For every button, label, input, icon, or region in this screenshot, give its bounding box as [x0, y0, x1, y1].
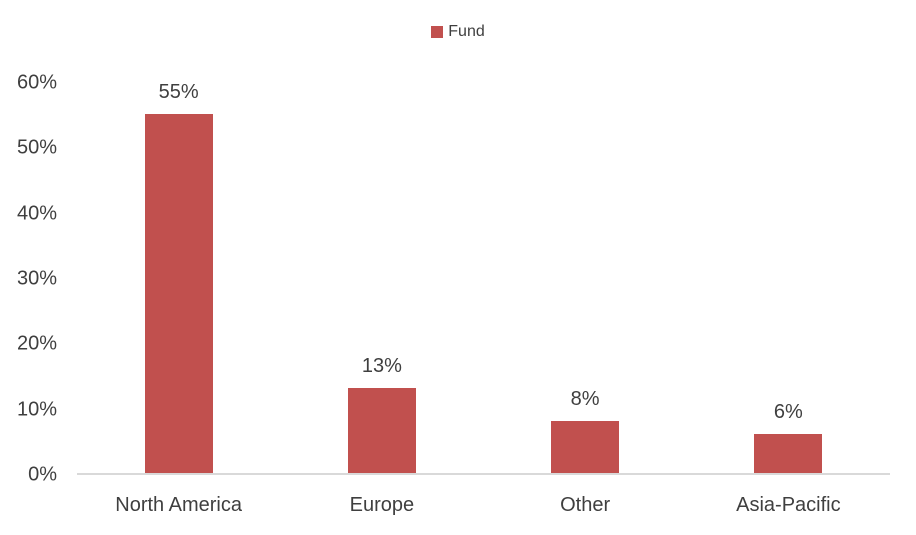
- y-axis-tick-label: 0%: [28, 463, 57, 486]
- y-axis-tick-label: 10%: [16, 398, 57, 421]
- data-label-europe: 13%: [361, 355, 402, 378]
- y-axis-tick-label: 50%: [16, 136, 57, 159]
- data-label-north-america: 55%: [158, 80, 199, 103]
- x-axis-label-asia-pacific: Asia-Pacific: [736, 494, 841, 516]
- legend: Fund: [0, 22, 916, 41]
- x-axis-label-north-america: North America: [115, 494, 242, 516]
- y-axis-tick-label: 60%: [16, 71, 57, 94]
- bar-north-america: [144, 113, 213, 473]
- data-label-asia-pacific: 6%: [773, 400, 803, 423]
- x-axis-label-europe: Europe: [349, 494, 415, 516]
- y-axis-tick-label: 20%: [16, 332, 57, 355]
- x-axis-label-other: Other: [560, 494, 611, 516]
- legend-swatch-icon: [431, 25, 444, 38]
- y-axis-tick-label: 30%: [16, 267, 57, 290]
- bar-europe: [347, 388, 416, 473]
- bar-other: [551, 420, 620, 473]
- y-axis-tick-label: 40%: [16, 202, 57, 225]
- bar-asia-pacific: [754, 433, 823, 473]
- x-axis-line: [77, 473, 890, 475]
- legend-label: Fund: [448, 23, 485, 40]
- plot-area: 55% 13% 8% 6%: [77, 80, 890, 475]
- data-label-other: 8%: [570, 387, 600, 410]
